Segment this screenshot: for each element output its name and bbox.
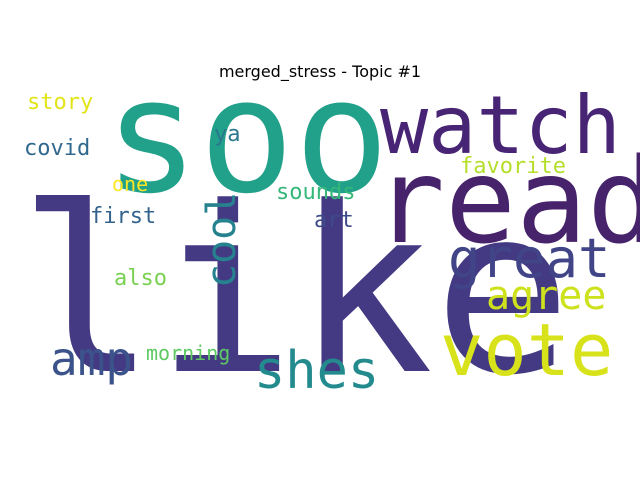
word-morning: morning [146,341,231,365]
word-favorite: favorite [460,154,566,179]
word-also: also [114,266,167,291]
word-soo: soo [104,45,390,229]
word-vote: vote [440,308,614,392]
word-read: read [374,132,640,270]
word-first: first [90,204,157,229]
word-covid: covid [24,136,91,161]
word-shes: shes [254,341,380,401]
word-agree: agree [486,273,607,319]
word-watch: watch [380,79,621,172]
chart-title: merged_stress - Topic #1 [218,62,422,81]
word-ya: ya [214,122,241,147]
word-sounds: sounds [276,180,356,205]
word-like: like [18,159,572,426]
word-cool: cool [199,191,245,288]
word-art: art [314,208,354,233]
word-story: story [27,90,94,115]
word-one: one [112,172,149,196]
word-great: great [448,227,611,290]
word-amp: amp [50,332,134,386]
